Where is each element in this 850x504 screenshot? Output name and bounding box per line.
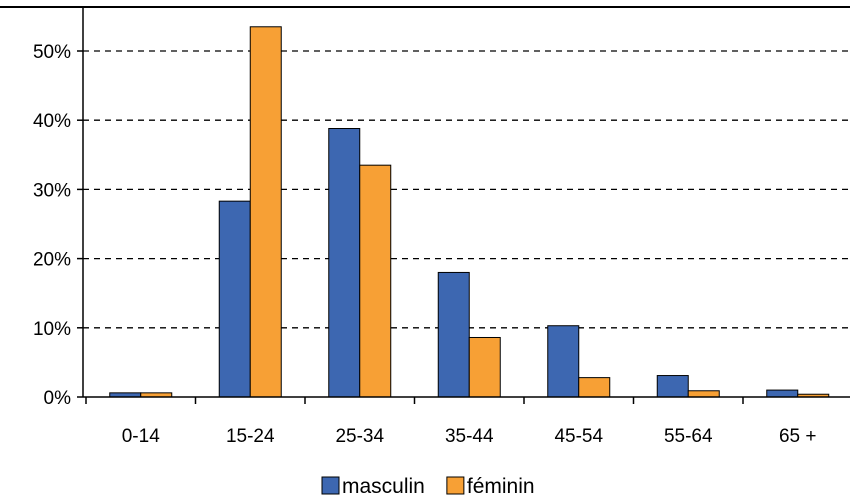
legend-swatch [446, 476, 465, 495]
bar-masculin-5564 [656, 375, 689, 398]
bar-feminin-1524 [249, 26, 282, 398]
bar-feminin-5564 [687, 390, 720, 398]
x-tick-label: 15-24 [226, 426, 275, 447]
legend-label: féminin [467, 475, 535, 498]
bars [109, 26, 830, 398]
bar-masculin-3544 [437, 271, 470, 398]
bar-masculin-65 [766, 389, 799, 398]
x-axis: 0-14 15-24 25-34 35-44 45-54 55-64 65 + [83, 396, 850, 447]
x-tick-label: 65 + [779, 426, 817, 447]
bar-feminin-4554 [578, 377, 611, 398]
bar-masculin-1524 [218, 200, 251, 398]
y-tick-label: 0% [44, 388, 72, 409]
y-tick-label: 40% [33, 111, 71, 132]
x-tick-label: 45-54 [554, 426, 603, 447]
y-tick-label: 30% [33, 180, 71, 201]
bar-feminin-2534 [359, 164, 392, 398]
legend-label: masculin [342, 475, 425, 498]
x-tick-label: 25-34 [335, 426, 384, 447]
bar-feminin-3544 [468, 336, 501, 398]
y-tick-label: 10% [33, 319, 71, 340]
gridlines [83, 50, 850, 329]
y-tick-label: 50% [33, 42, 71, 63]
legend: masculin féminin [321, 475, 535, 498]
bar-masculin-2534 [328, 128, 361, 398]
bar-masculin-4554 [547, 325, 580, 398]
legend-swatch [321, 476, 340, 495]
y-tick-label: 20% [33, 250, 71, 271]
x-tick-label: 0-14 [122, 426, 160, 447]
x-tick-label: 35-44 [445, 426, 494, 447]
y-axis: 0% 10% 20% 30% 40% 50% [33, 7, 84, 409]
x-tick-label: 55-64 [664, 426, 713, 447]
